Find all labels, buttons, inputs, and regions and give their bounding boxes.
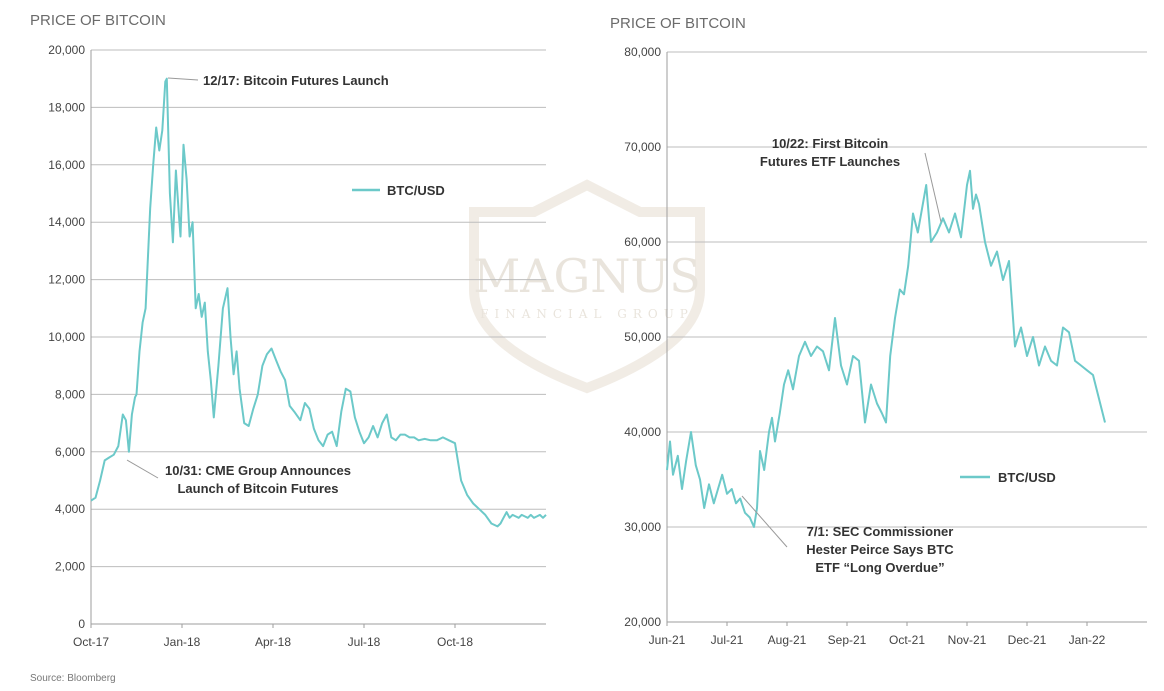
- y-tick-label: 80,000: [624, 45, 661, 59]
- x-tick-label: Jan-22: [1069, 633, 1106, 647]
- x-tick-label: Oct-18: [437, 635, 473, 649]
- y-tick-label: 12,000: [48, 273, 85, 287]
- annotation-leader-line: [924, 152, 942, 223]
- legend-label: BTC/USD: [998, 470, 1056, 485]
- chart-left-title: PRICE OF BITCOIN: [30, 12, 166, 29]
- chart-right-title: PRICE OF BITCOIN: [610, 15, 746, 32]
- x-tick-label: Sep-21: [828, 633, 867, 647]
- x-tick-label: Aug-21: [768, 633, 807, 647]
- chart-left-x-ticks: Oct-17 Jan-18 Apr-18 Jul-18 Oct-18: [73, 624, 473, 649]
- chart-right-btc-line: [666, 169, 1106, 528]
- y-tick-label: 14,000: [48, 215, 85, 229]
- y-tick-label: 20,000: [48, 43, 85, 57]
- chart-right-y-ticks: 20,000 30,000 40,000 50,000 60,000 70,000 80,0…: [624, 45, 661, 629]
- chart-right-x-ticks: Jun-21 Jul-21 Aug-21 Sep-21 Oct-21 Nov-21 Dec-…: [649, 622, 1106, 647]
- annotation-leader-line: [167, 77, 199, 81]
- y-tick-label: 8,000: [55, 387, 85, 401]
- chart-left: PRICE OF BITCOIN 0 2,000 4,000 6,000 8,000 10…: [30, 12, 547, 649]
- annotation-text: Hester Peirce Says BTC: [806, 542, 954, 557]
- chart-left-btc-line: [90, 77, 547, 528]
- y-tick-label: 20,000: [624, 615, 661, 629]
- chart-left-gridlines: [91, 49, 546, 625]
- chart-left-axes: [90, 50, 546, 625]
- y-tick-label: 6,000: [55, 445, 85, 459]
- y-tick-label: 40,000: [624, 425, 661, 439]
- chart-right: PRICE OF BITCOIN 20,000 30,000 40,000 50,00…: [610, 15, 1147, 647]
- source-note: Source: Bloomberg: [30, 673, 116, 684]
- x-tick-label: Jan-18: [164, 635, 201, 649]
- annotation-text: 12/17: Bitcoin Futures Launch: [203, 73, 389, 88]
- x-tick-label: Oct-21: [889, 633, 925, 647]
- annotation-text: 10/31: CME Group Announces: [165, 463, 351, 478]
- annotation-text: 10/22: First Bitcoin: [772, 136, 888, 151]
- y-tick-label: 60,000: [624, 235, 661, 249]
- annotation-text: Futures ETF Launches: [760, 154, 900, 169]
- x-tick-label: Jul-18: [348, 635, 381, 649]
- x-tick-label: Nov-21: [948, 633, 987, 647]
- watermark: MAGNUS FINANCIAL GROUP: [469, 179, 705, 394]
- y-tick-label: 10,000: [48, 330, 85, 344]
- chart-left-y-ticks: 0 2,000 4,000 6,000 8,000 10,000 12,000 14,000 1…: [48, 43, 85, 631]
- y-tick-label: 16,000: [48, 158, 85, 172]
- y-tick-label: 50,000: [624, 330, 661, 344]
- annotation-leader-line: [126, 459, 159, 479]
- x-tick-label: Jun-21: [649, 633, 686, 647]
- annotation-text: 7/1: SEC Commissioner: [807, 524, 954, 539]
- watermark-sub: FINANCIAL GROUP: [480, 307, 694, 321]
- y-tick-label: 2,000: [55, 560, 85, 574]
- watermark-shield-icon: [469, 179, 705, 394]
- annotation-leader-line: [741, 495, 788, 548]
- annotation-text: Launch of Bitcoin Futures: [177, 481, 338, 496]
- chart-right-legend: BTC/USD: [960, 470, 1056, 485]
- y-tick-label: 4,000: [55, 502, 85, 516]
- x-tick-label: Apr-18: [255, 635, 291, 649]
- y-tick-label: 30,000: [624, 520, 661, 534]
- legend-label: BTC/USD: [387, 183, 445, 198]
- chart-left-annotations: 12/17: Bitcoin Futures Launch 10/31: CME …: [126, 73, 389, 496]
- y-tick-label: 70,000: [624, 140, 661, 154]
- y-tick-label: 18,000: [48, 100, 85, 114]
- annotation-text: ETF “Long Overdue”: [815, 560, 944, 575]
- watermark-name: MAGNUS: [473, 249, 701, 303]
- x-tick-label: Oct-17: [73, 635, 109, 649]
- chart-left-legend: BTC/USD: [352, 183, 445, 198]
- x-tick-label: Jul-21: [711, 633, 744, 647]
- chart-right-annotations: 10/22: First Bitcoin Futures ETF Launches…: [741, 136, 954, 575]
- x-tick-label: Dec-21: [1008, 633, 1047, 647]
- y-tick-label: 0: [78, 617, 85, 631]
